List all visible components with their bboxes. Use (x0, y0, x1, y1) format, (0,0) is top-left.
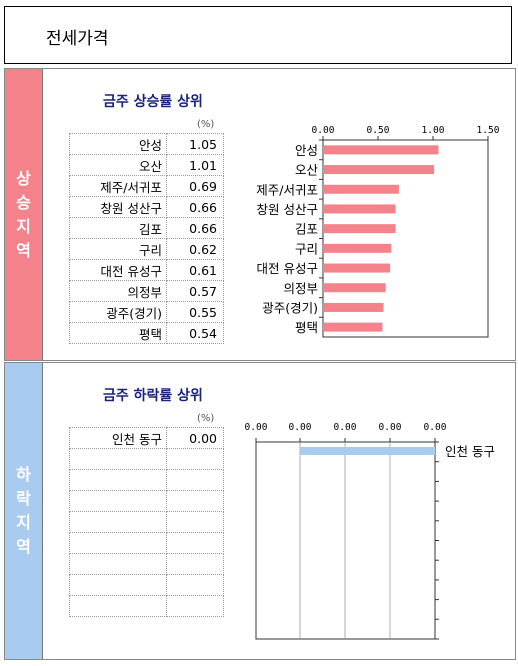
x-tick-label: 0.00 (334, 422, 357, 433)
rise-heading: 금주 상승률 상위 (103, 94, 203, 110)
region-value (166, 595, 224, 617)
bar (323, 145, 439, 155)
region-name: 대전 유성구 (69, 259, 167, 281)
x-tick-label: 0.50 (367, 125, 390, 136)
category-label: 김포 (295, 222, 318, 237)
bar (300, 447, 435, 455)
bar (323, 224, 396, 234)
category-label: 제주/서귀포 (256, 182, 318, 197)
fall-plot-area (255, 441, 436, 640)
bar (323, 302, 384, 312)
bar (323, 283, 386, 293)
category-label: 인천 동구 (445, 444, 495, 459)
rise-side-label: 상승지역 (5, 69, 43, 360)
category-label: 오산 (295, 163, 319, 178)
bar (323, 165, 435, 175)
rise-section: 상승지역 금주 상승률 상위 (%) 안성 1.05 오산 1.01 제주/서귀포 0.6… (4, 68, 516, 361)
page-title: 전세가격 (46, 29, 109, 49)
table-row: 평택 0.54 (69, 322, 224, 344)
table-row (69, 469, 224, 491)
category-label: 평택 (295, 320, 318, 335)
table-row: 오산 1.01 (69, 154, 224, 176)
fall-table: 인천 동구 0.00 (69, 427, 224, 617)
region-value: 0.69 (166, 175, 224, 197)
fall-section: 하락지역 금주 하락률 상위 (%) 인천 동구 0.00 0.00 0.00 0.0… (4, 362, 516, 660)
table-row (69, 595, 224, 617)
fall-unit: (%) (197, 413, 215, 424)
category-label: 안성 (295, 143, 318, 158)
table-row: 의정부 0.57 (69, 280, 224, 302)
page-title-box: 전세가격 (4, 6, 512, 64)
x-tick-label: 0.00 (245, 422, 268, 433)
table-row: 김포 0.66 (69, 217, 224, 239)
region-name: 인천 동구 (69, 427, 167, 449)
x-tick-label: 1.50 (477, 125, 500, 136)
rise-table: 안성 1.05 오산 1.01 제주/서귀포 0.69 창원 성산구 0.66 김포 0.66 구리… (69, 133, 224, 344)
x-tick-label: 0.00 (312, 125, 335, 136)
table-row: 인천 동구 0.00 (69, 427, 224, 449)
fall-bar-chart: 0.00 0.00 0.00 0.00 0.00 인천 동구 (245, 422, 495, 640)
x-tick-label: 0.00 (289, 422, 312, 433)
region-value: 0.66 (166, 196, 224, 218)
fall-side-label: 하락지역 (5, 363, 43, 659)
table-row: 대전 유성구 0.61 (69, 259, 224, 281)
bar (323, 204, 396, 214)
region-name: 김포 (69, 217, 167, 239)
region-name: 평택 (69, 322, 167, 344)
x-tick-label: 0.00 (424, 422, 447, 433)
category-label: 의정부 (283, 281, 318, 296)
region-value: 0.66 (166, 217, 224, 239)
bar (323, 184, 399, 194)
category-label: 광주(경기) (262, 300, 318, 315)
bar (323, 243, 392, 253)
bar (323, 263, 391, 273)
region-name: 제주/서귀포 (69, 175, 167, 197)
table-row: 제주/서귀포 0.69 (69, 175, 224, 197)
region-value: 0.54 (166, 322, 224, 344)
table-row (69, 574, 224, 596)
category-label: 구리 (295, 241, 318, 256)
table-row (69, 553, 224, 575)
x-tick-label: 0.00 (379, 422, 402, 433)
table-row (69, 490, 224, 512)
rise-unit: (%) (197, 119, 215, 130)
bar (323, 322, 383, 332)
category-label: 대전 유성구 (257, 261, 318, 276)
fall-heading: 금주 하락률 상위 (103, 388, 203, 404)
table-row (69, 511, 224, 533)
region-value: 0.61 (166, 259, 224, 281)
x-tick-label: 1.00 (422, 125, 445, 136)
category-label: 창원 성산구 (257, 202, 318, 217)
